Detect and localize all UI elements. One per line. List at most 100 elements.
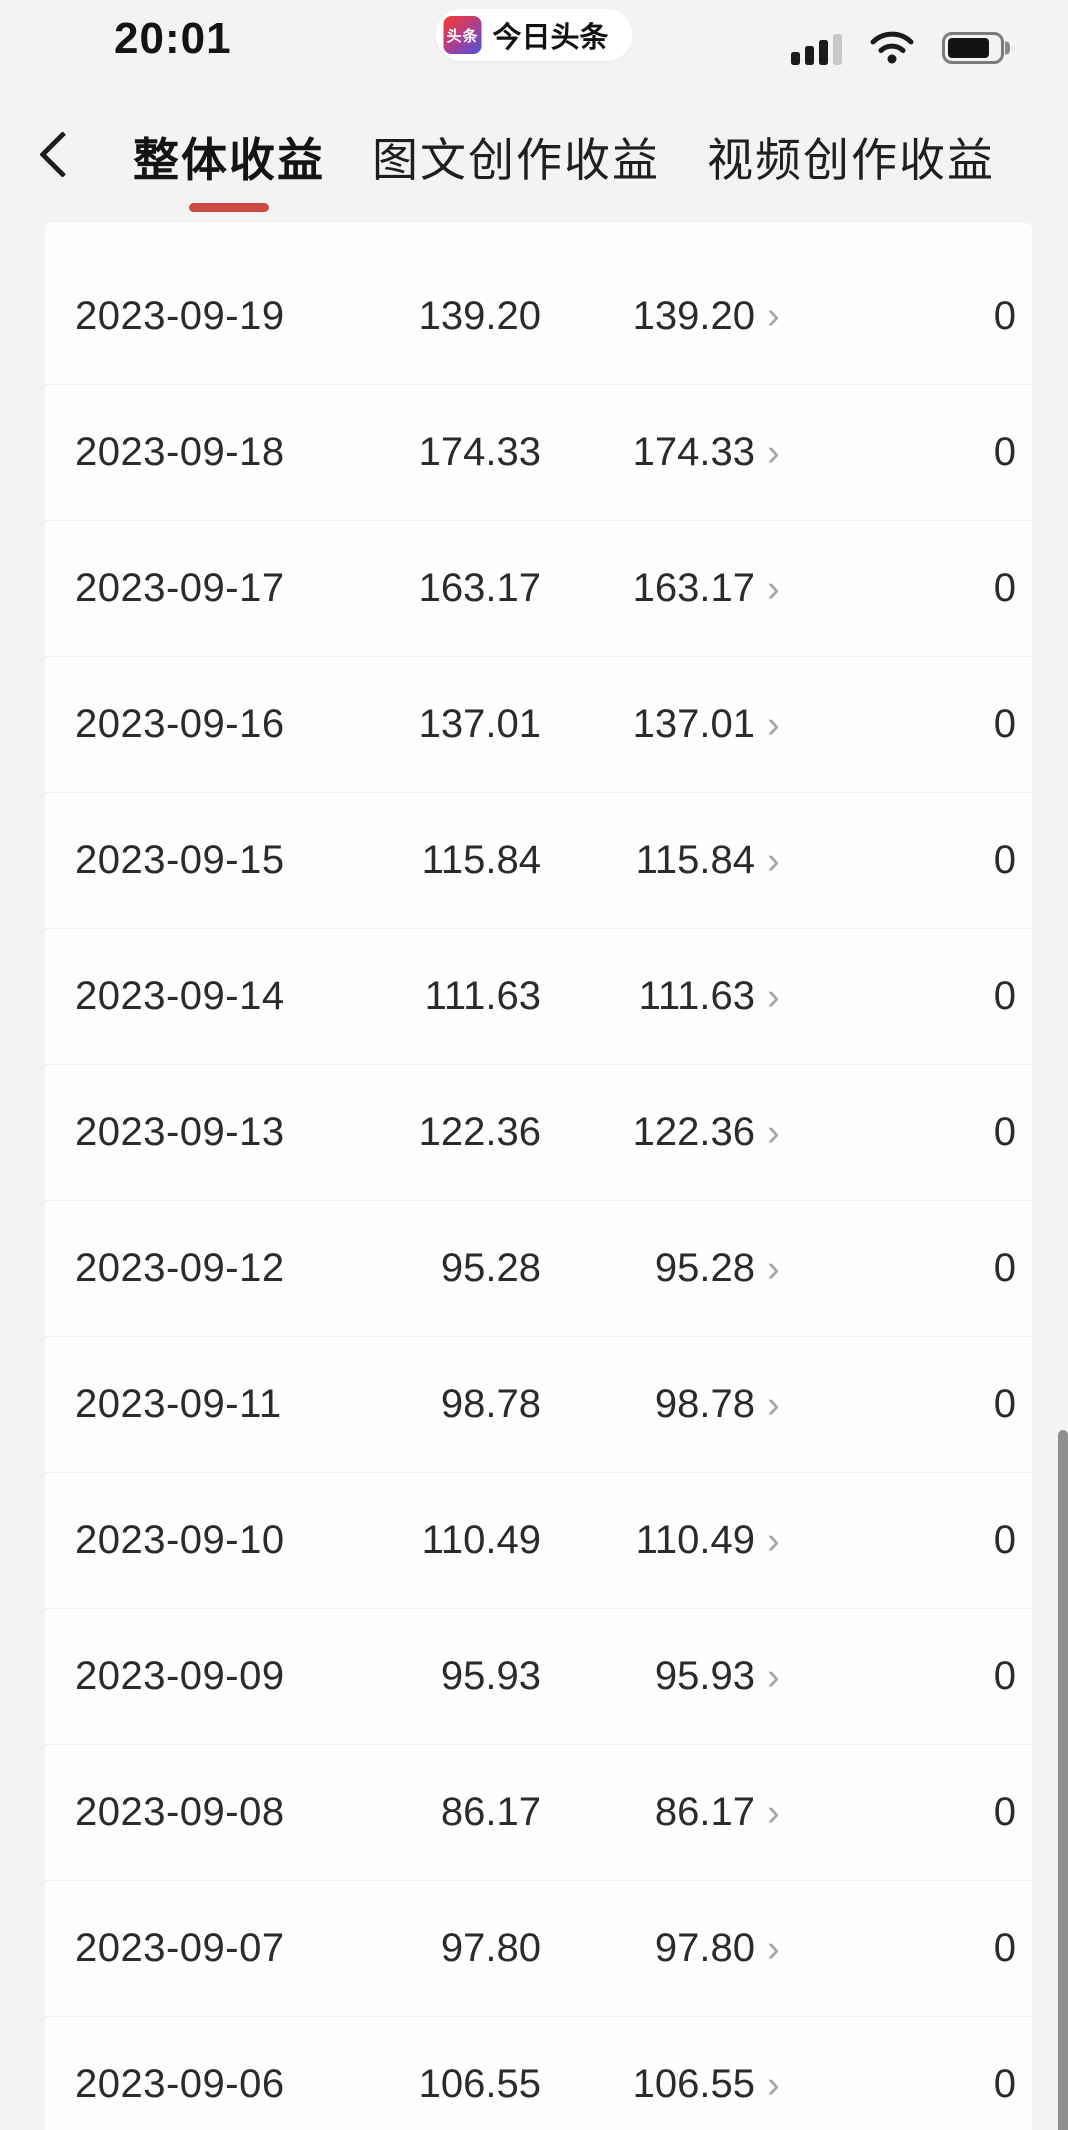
row-creation-income: 122.36 (632, 1110, 755, 1154)
table-row[interactable]: 2023-09-16 137.01 137.01 › 0 (45, 656, 1032, 792)
row-date: 2023-09-19 (75, 293, 285, 338)
row-other-income: 0 (993, 1926, 1016, 1970)
row-other-income: 0 (993, 430, 1016, 474)
row-total-income: 163.17 (418, 566, 541, 610)
scrollbar[interactable] (1058, 1430, 1068, 2130)
row-creation-income: 137.01 (632, 702, 755, 746)
row-creation-income: 139.20 (632, 293, 755, 338)
tab-article-creation-income[interactable]: 图文创作收益 (372, 124, 660, 190)
row-date: 2023-09-15 (75, 838, 285, 882)
battery-icon (942, 32, 1010, 64)
row-date: 2023-09-08 (75, 1790, 285, 1834)
row-date: 2023-09-12 (75, 1246, 285, 1290)
row-date: 2023-09-17 (75, 566, 285, 610)
chevron-right-icon: › (767, 2063, 780, 2106)
table-row[interactable]: 2023-09-18 174.33 174.33 › 0 (45, 384, 1032, 520)
status-bar: 20:01 头条 今日头条 (0, 0, 1068, 90)
row-total-income: 106.55 (418, 2062, 541, 2106)
wifi-icon (870, 31, 914, 64)
chevron-right-icon: › (767, 839, 780, 882)
row-creation-income: 110.49 (635, 1518, 755, 1562)
row-date: 2023-09-13 (75, 1110, 285, 1154)
tab-video-creation-income[interactable]: 视频创作收益 (707, 124, 995, 190)
table-row[interactable]: 2023-09-06 106.55 106.55 › 0 (45, 2016, 1032, 2130)
row-creation-income: 115.84 (635, 838, 755, 882)
table-row[interactable]: 2023-09-11 98.78 98.78 › 0 (45, 1336, 1032, 1472)
cellular-signal-icon (791, 33, 842, 65)
row-creation-income: 95.93 (654, 1654, 755, 1698)
row-creation-income: 163.17 (632, 566, 755, 610)
row-total-income: 98.78 (440, 1382, 541, 1426)
row-total-income: 122.36 (418, 1110, 541, 1154)
row-other-income: 0 (993, 1110, 1016, 1154)
row-creation-income: 95.28 (654, 1246, 755, 1290)
status-time: 20:01 (114, 14, 232, 63)
active-tab-underline (189, 202, 269, 212)
status-icons (791, 28, 1010, 65)
row-date: 2023-09-10 (75, 1518, 285, 1562)
table-row[interactable]: 2023-09-07 97.80 97.80 › 0 (45, 1880, 1032, 2016)
chevron-right-icon: › (767, 431, 780, 474)
chevron-right-icon: › (767, 1247, 780, 1290)
chevron-right-icon: › (767, 567, 780, 610)
row-other-income: 0 (993, 1790, 1016, 1834)
row-other-income: 0 (993, 566, 1016, 610)
row-other-income: 0 (993, 1246, 1016, 1290)
back-icon[interactable] (39, 131, 86, 178)
row-total-income: 174.33 (418, 430, 541, 474)
chevron-right-icon: › (767, 1383, 780, 1426)
tab-label: 视频创作收益 (707, 133, 995, 186)
chevron-right-icon: › (767, 295, 780, 337)
row-total-income: 110.49 (421, 1518, 541, 1562)
row-other-income: 0 (993, 2062, 1016, 2106)
row-total-income: 86.17 (440, 1790, 541, 1834)
row-date: 2023-09-16 (75, 702, 285, 746)
row-other-income: 0 (993, 1654, 1016, 1698)
tab-label: 整体收益 (133, 133, 325, 186)
table-row[interactable]: 2023-09-15 115.84 115.84 › 0 (45, 792, 1032, 928)
row-other-income: 0 (993, 1518, 1016, 1562)
tabs: 整体收益 图文创作收益 视频创作收益 (133, 124, 995, 212)
table-row[interactable]: 2023-09-14 111.63 111.63 › 0 (45, 928, 1032, 1064)
row-total-income: 137.01 (418, 702, 541, 746)
row-total-income: 139.20 (418, 293, 541, 338)
row-total-income: 111.63 (424, 974, 541, 1018)
row-creation-income: 111.63 (638, 974, 755, 1018)
chevron-right-icon: › (767, 703, 780, 746)
table-row[interactable]: 2023-09-08 86.17 86.17 › 0 (45, 1744, 1032, 1880)
row-total-income: 115.84 (421, 838, 541, 882)
table-row[interactable]: 2023-09-17 163.17 163.17 › 0 (45, 520, 1032, 656)
row-other-income: 0 (993, 1382, 1016, 1426)
row-creation-income: 86.17 (654, 1790, 755, 1834)
row-date: 2023-09-18 (75, 430, 285, 474)
tab-overall-income[interactable]: 整体收益 (133, 124, 325, 212)
chevron-right-icon: › (767, 1111, 780, 1154)
chevron-right-icon: › (767, 1655, 780, 1698)
chevron-right-icon: › (767, 975, 780, 1018)
row-date: 2023-09-07 (75, 1926, 285, 1970)
row-creation-income: 174.33 (632, 430, 755, 474)
table-row[interactable]: 2023-09-10 110.49 110.49 › 0 (45, 1472, 1032, 1608)
row-total-income: 95.93 (440, 1654, 541, 1698)
row-date: 2023-09-09 (75, 1654, 285, 1698)
row-total-income: 95.28 (440, 1246, 541, 1290)
table-row[interactable]: 2023-09-19 139.20 139.20 › 0 (45, 248, 1032, 384)
row-other-income: 0 (993, 293, 1016, 338)
tab-label: 图文创作收益 (372, 133, 660, 186)
chevron-right-icon: › (767, 1791, 780, 1834)
tab-bar: 整体收益 图文创作收益 视频创作收益 (0, 90, 1068, 223)
row-creation-income: 106.55 (632, 2062, 755, 2106)
table-row[interactable]: 2023-09-09 95.93 95.93 › 0 (45, 1608, 1032, 1744)
row-other-income: 0 (993, 702, 1016, 746)
row-creation-income: 97.80 (654, 1926, 755, 1970)
toutiao-logo-icon: 头条 (443, 16, 482, 54)
row-other-income: 0 (993, 838, 1016, 882)
row-total-income: 97.80 (440, 1926, 541, 1970)
row-creation-income: 98.78 (654, 1382, 755, 1426)
row-date: 2023-09-11 (75, 1382, 282, 1426)
table-row[interactable]: 2023-09-12 95.28 95.28 › 0 (45, 1200, 1032, 1336)
app-badge: 头条 今日头条 (435, 9, 633, 61)
chevron-right-icon: › (767, 1519, 780, 1562)
row-date: 2023-09-14 (75, 974, 285, 1018)
table-row[interactable]: 2023-09-13 122.36 122.36 › 0 (45, 1064, 1032, 1200)
